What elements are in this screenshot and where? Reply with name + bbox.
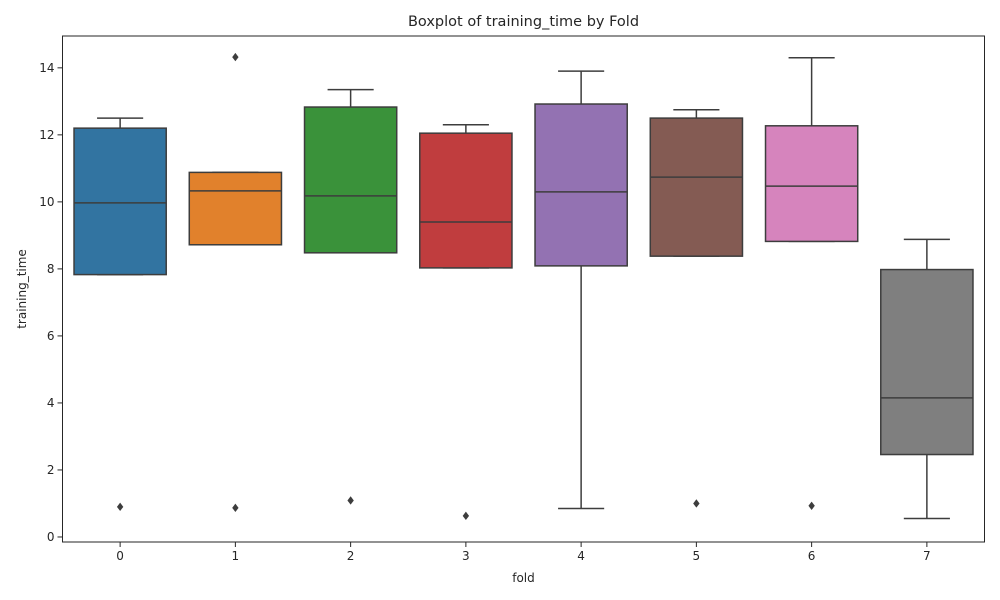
- box-iqr: [188, 171, 283, 246]
- x-tick-label: 2: [347, 549, 355, 563]
- outlier-point: [232, 503, 239, 513]
- box-group-fold-3: [419, 124, 513, 521]
- y-tick-label: 4: [47, 396, 55, 410]
- y-axis-label: training_time: [15, 249, 29, 329]
- box-iqr: [649, 117, 744, 257]
- x-tick-label: 5: [693, 549, 701, 563]
- chart-title: Boxplot of training_time by Fold: [408, 14, 639, 30]
- plot-area: [73, 52, 974, 521]
- outlier-point: [116, 502, 124, 512]
- x-tick-label: 4: [577, 549, 585, 563]
- y-tick-label: 6: [47, 329, 55, 343]
- box-group-fold-0: [73, 117, 167, 512]
- x-tick-label: 0: [116, 549, 124, 563]
- box-iqr: [73, 127, 167, 276]
- outlier-point: [347, 496, 354, 505]
- outlier-point: [808, 501, 815, 511]
- x-tick-label: 7: [923, 549, 931, 563]
- y-tick-label: 2: [47, 463, 55, 477]
- outlier-point: [232, 52, 239, 62]
- x-tick-label: 3: [462, 549, 470, 563]
- box-group-fold-1: [188, 52, 283, 513]
- y-tick-label: 0: [47, 530, 55, 544]
- box-group-fold-7: [880, 238, 974, 520]
- box-iqr: [534, 103, 628, 267]
- y-tick-label: 8: [47, 262, 55, 276]
- box-iqr: [419, 132, 513, 269]
- box-group-fold-2: [303, 88, 398, 505]
- x-tick-label: 6: [808, 549, 816, 563]
- y-tick-label: 12: [39, 128, 54, 142]
- outlier-point: [462, 511, 470, 521]
- outlier-point: [693, 499, 700, 508]
- box-iqr: [303, 106, 398, 254]
- x-axis-label: fold: [512, 571, 535, 585]
- box-group-fold-5: [649, 108, 744, 508]
- y-tick-label: 10: [39, 195, 54, 209]
- box-group-fold-6: [764, 57, 859, 511]
- box-group-fold-4: [534, 70, 628, 510]
- x-tick-label: 1: [232, 549, 240, 563]
- plot-frame: [62, 35, 985, 543]
- y-tick-label: 14: [39, 61, 54, 75]
- box-iqr: [764, 125, 859, 243]
- box-iqr: [880, 268, 974, 456]
